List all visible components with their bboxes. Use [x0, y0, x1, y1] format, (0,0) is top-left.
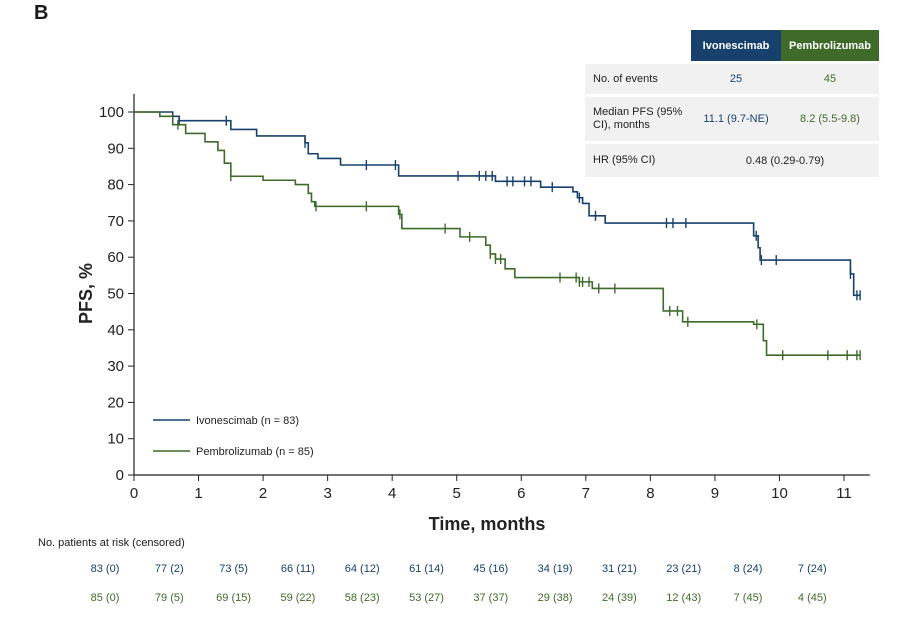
km-chart: 0 10 20 30 40 50 60 70 80 90 100 0 1 2 3 4 5 6 7 8 9 10 11 Time…: [76, 93, 870, 534]
x-tick-label: 8: [646, 485, 654, 502]
y-tick-label: 30: [107, 358, 124, 375]
risk-cell-pembrolizumab: 58 (23): [344, 592, 380, 604]
events-label: No. of events: [593, 72, 658, 85]
median-pembrolizumab: 8.2 (5.5-9.8): [800, 113, 860, 125]
risk-cell-pembrolizumab: 29 (38): [537, 592, 573, 604]
risk-cell-ivonescimab: 23 (21): [666, 563, 702, 575]
risk-cell-pembrolizumab: 85 (0): [90, 592, 120, 604]
risk-cell-ivonescimab: 61 (14): [409, 563, 444, 575]
x-tick-label: 6: [517, 485, 525, 502]
y-tick-label: 100: [99, 104, 124, 121]
x-tick-label: 1: [194, 485, 202, 502]
y-tick-label: 90: [107, 140, 124, 157]
risk-cell-pembrolizumab: 69 (15): [216, 592, 252, 604]
risk-cell-ivonescimab: 8 (24): [733, 563, 763, 575]
events-ivonescimab: 25: [729, 73, 743, 85]
stats-table: Ivonescimab Pembrolizumab No. of events …: [585, 30, 879, 177]
y-tick-label: 50: [107, 286, 124, 303]
x-tick-label: 10: [771, 485, 788, 502]
hr-label: HR (95% CI): [593, 154, 656, 166]
risk-cell-ivonescimab: 45 (16): [473, 563, 509, 575]
header-pembrolizumab: Pembrolizumab: [781, 30, 879, 61]
risk-cell-pembrolizumab: 37 (37): [473, 592, 509, 604]
risk-cell-ivonescimab: 77 (2): [154, 563, 184, 575]
y-axis-label: PFS, %: [76, 263, 96, 324]
x-tick-label: 11: [836, 485, 852, 502]
events-pembrolizumab: 45: [823, 73, 837, 85]
hr-value: 0.48 (0.29-0.79): [745, 154, 825, 167]
y-tick-label: 40: [107, 322, 124, 339]
y-tick-label: 60: [107, 249, 124, 266]
legend-label: Pembrolizumab (n = 85): [196, 446, 314, 458]
table-header-row: Ivonescimab Pembrolizumab: [585, 30, 879, 61]
x-axis-label: Time, months: [429, 514, 546, 534]
y-tick-label: 10: [107, 431, 124, 448]
y-tick-label: 70: [107, 213, 124, 230]
table-row-hr: HR (95% CI) 0.48 (0.29-0.79): [585, 144, 879, 177]
header-ivonescimab: Ivonescimab: [691, 30, 781, 61]
legend-label: Ivonescimab (n = 83): [196, 415, 299, 427]
risk-cell-pembrolizumab: 12 (43): [666, 592, 702, 604]
y-tick-label: 0: [116, 467, 124, 484]
risk-table-title: No. patients at risk (censored): [38, 537, 185, 549]
x-tick-label: 7: [582, 485, 590, 502]
risk-cell-ivonescimab: 73 (5): [219, 563, 248, 575]
risk-cell-ivonescimab: 34 (19): [537, 563, 573, 575]
risk-cell-ivonescimab: 66 (11): [280, 563, 315, 575]
risk-cell-pembrolizumab: 7 (45): [733, 592, 763, 604]
risk-cell-pembrolizumab: 24 (39): [601, 592, 637, 604]
y-tick-label: 20: [107, 394, 124, 411]
risk-cell-pembrolizumab: 4 (45): [797, 592, 827, 604]
risk-cell-ivonescimab: 64 (12): [344, 563, 380, 575]
risk-cell-ivonescimab: 7 (24): [797, 563, 827, 575]
x-tick-label: 9: [711, 485, 719, 502]
panel-letter: B: [34, 2, 49, 24]
median-label: Median PFS (95% CI), months: [593, 106, 683, 131]
km-curve-ivonescimab: [134, 111, 861, 297]
x-tick-label: 3: [323, 485, 331, 502]
x-tick-label: 2: [259, 485, 267, 502]
km-curve-pembrolizumab: [134, 111, 861, 357]
x-tick-label: 0: [130, 485, 138, 502]
risk-cell-ivonescimab: 83 (0): [90, 563, 120, 575]
risk-cell-pembrolizumab: 59 (22): [280, 592, 316, 604]
median-ivonescimab: 11.1 (9.7-NE): [703, 113, 769, 125]
x-tick-label: 4: [388, 485, 396, 502]
risk-cell-pembrolizumab: 53 (27): [409, 592, 444, 604]
y-tick-label: 80: [107, 177, 124, 194]
risk-cell-pembrolizumab: 79 (5): [154, 592, 184, 604]
table-row-median: Median PFS (95% CI), months 11.1 (9.7-NE…: [585, 97, 879, 141]
x-tick-label: 5: [453, 485, 461, 502]
risk-cell-ivonescimab: 31 (21): [601, 563, 637, 575]
table-row-events: No. of events 25 45: [585, 64, 879, 94]
